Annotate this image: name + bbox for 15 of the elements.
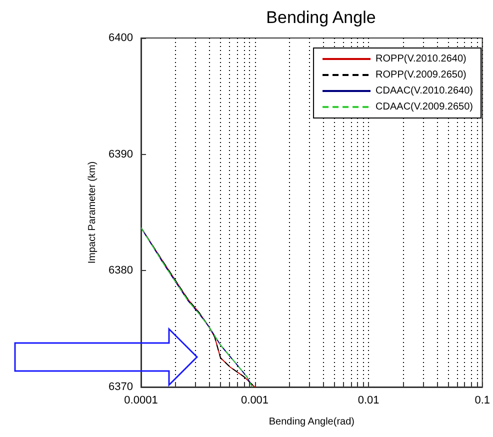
x-tick-label: 0.0001 bbox=[124, 394, 158, 406]
legend-label: CDAAC(V.2010.2640) bbox=[376, 86, 474, 96]
x-axis-title: Bending Angle(rad) bbox=[268, 416, 354, 428]
y-tick-label: 6400 bbox=[108, 32, 133, 44]
legend-label: ROPP(V.2010.2640) bbox=[376, 54, 466, 64]
legend-label: ROPP(V.2009.2650) bbox=[376, 70, 466, 80]
y-axis-title: Impact Parameter (km) bbox=[87, 161, 98, 264]
y-tick-label: 6390 bbox=[108, 148, 133, 160]
x-tick-label: 0.1 bbox=[474, 394, 490, 406]
y-tick-label: 6370 bbox=[108, 381, 133, 393]
chart-title: Bending Angle bbox=[266, 8, 376, 27]
y-tick-label: 6380 bbox=[108, 264, 133, 277]
x-tick-label: 0.01 bbox=[358, 394, 380, 406]
x-tick-label: 0.001 bbox=[241, 394, 269, 406]
legend-label: CDAAC(V.2009.2650) bbox=[376, 102, 474, 112]
